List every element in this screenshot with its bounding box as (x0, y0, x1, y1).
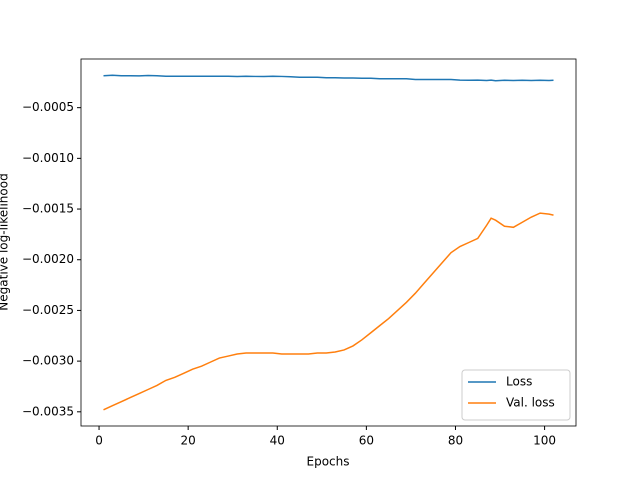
y-axis-label: Negative log-likelihood (0, 173, 11, 310)
y-tick-label: −0.0015 (22, 202, 74, 216)
y-tick-label: −0.0025 (22, 303, 74, 317)
x-tick-label: 0 (95, 434, 103, 448)
plot-frame (80, 58, 577, 427)
y-tick-label: −0.0030 (22, 354, 74, 368)
legend-label: Loss (506, 375, 532, 389)
x-tick-label: 40 (270, 434, 285, 448)
line (103, 74, 554, 82)
y-tick-label: −0.0035 (22, 404, 74, 418)
x-tick-label: 100 (533, 434, 556, 448)
legend-label: Val. loss (506, 396, 555, 410)
y-tick-label: −0.0020 (22, 252, 74, 266)
x-tick-label: 80 (448, 434, 463, 448)
x-tick-label: 60 (359, 434, 374, 448)
line (103, 212, 554, 411)
y-tick-label: −0.0010 (22, 151, 74, 165)
x-axis-label: Epochs (307, 455, 350, 469)
y-tick-label: −0.0005 (22, 100, 74, 114)
x-tick-label: 20 (181, 434, 196, 448)
